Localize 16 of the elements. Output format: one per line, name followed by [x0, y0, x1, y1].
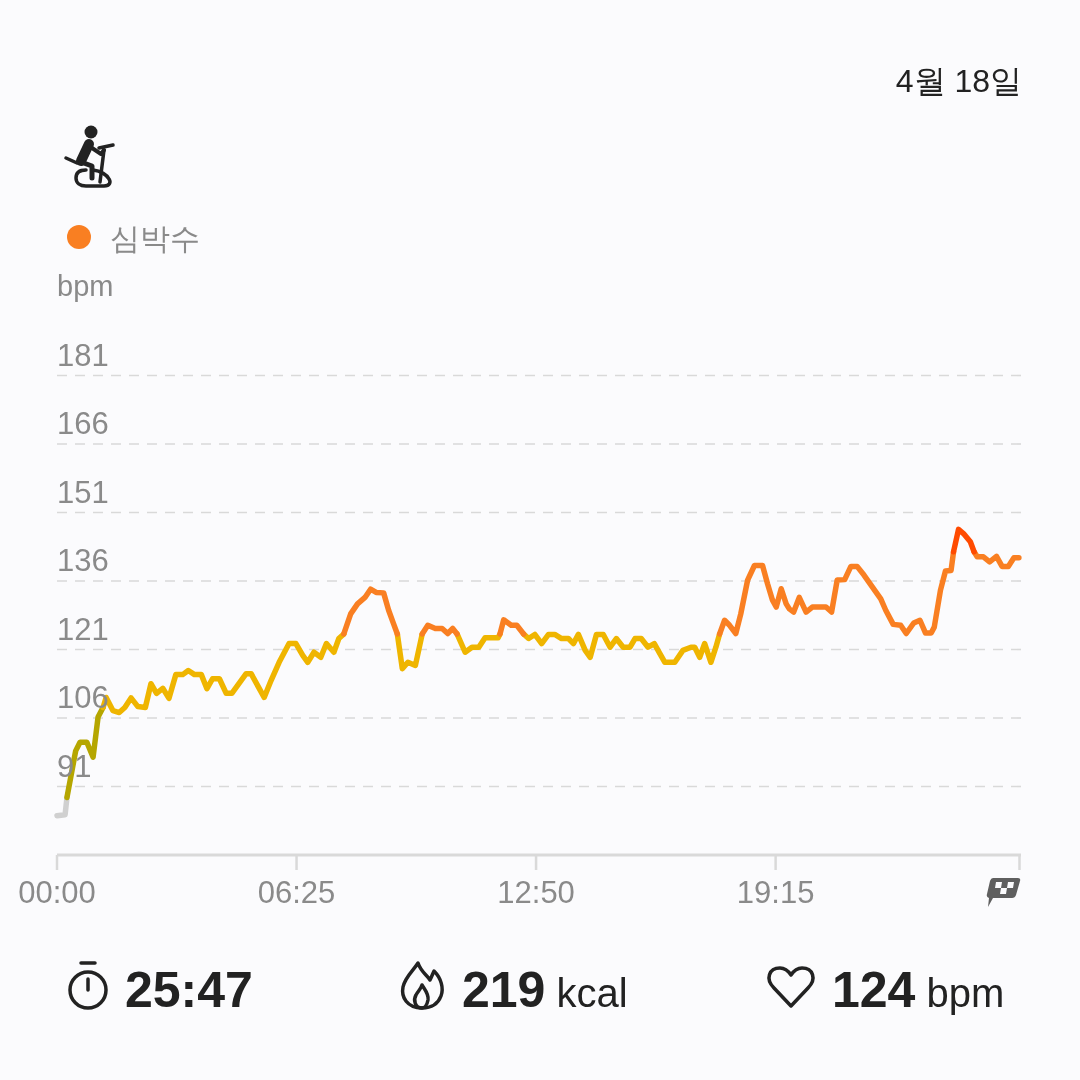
ytick-label: 166 [57, 406, 109, 441]
ytick-label: 106 [57, 680, 109, 715]
legend-label: 심박수 [110, 222, 200, 255]
xtick-label: 19:15 [736, 875, 815, 910]
ytick-label: 181 [57, 337, 109, 373]
xtick-label: 06:25 [257, 875, 336, 910]
stat: 219 kcal [462, 962, 628, 1018]
ylabel: bpm [57, 270, 114, 302]
xtick-label: 12:50 [497, 875, 575, 910]
ytick-label: 121 [57, 611, 109, 647]
ytick-label: 136 [57, 543, 109, 578]
xtick-label: 00:00 [18, 875, 96, 910]
ytick-label: 151 [57, 474, 109, 510]
stat: 124 bpm [832, 962, 1005, 1018]
subtitle: 4월 18일 [895, 63, 1022, 99]
stat: 25:47 [125, 962, 253, 1018]
